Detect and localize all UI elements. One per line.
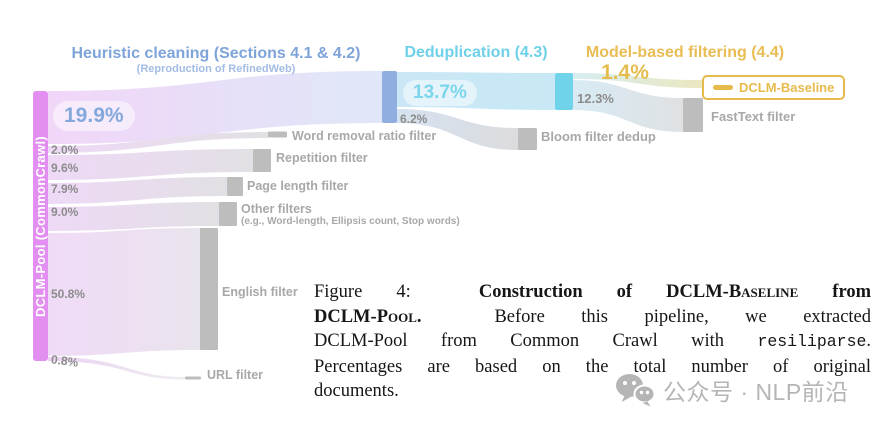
dclm-baseline-dash-icon: [713, 85, 733, 90]
node-word-removal: [268, 131, 287, 138]
section-header-dedup: Deduplication (4.3): [404, 44, 548, 61]
caption-segment: Pool: [376, 306, 417, 327]
pct-bloom: 6.2%: [400, 112, 428, 126]
caption-line: Percentages are based on the total numbe…: [314, 355, 871, 380]
flow-heuristic-pass: [48, 71, 382, 144]
wechat-icon: [616, 374, 655, 407]
caption-segment: Figure 4:: [314, 282, 479, 302]
dclm-baseline-label: DCLM-Baseline: [739, 80, 835, 95]
caption-segment: .: [866, 331, 871, 351]
filter-label-repetition: Repetition filter: [276, 151, 368, 165]
flow-english: [48, 228, 200, 356]
node-heuristic-out: [382, 71, 397, 123]
node-other-filters: [219, 202, 237, 226]
node-fasttext: [683, 98, 703, 132]
caption-segment: DCLM-Pool from Common Crawl with: [314, 331, 758, 351]
node-url: [185, 376, 201, 380]
filter-label-bloom: Bloom filter dedup: [541, 129, 656, 144]
node-english: [200, 228, 218, 350]
node-dedup-out: [555, 73, 573, 110]
caption-segment: Percentages are based on the total numbe…: [314, 356, 871, 377]
filter-label-fasttext: FastText filter: [711, 109, 796, 124]
watermark-text: 公众号 · NLP前沿: [663, 379, 849, 405]
flow-repetition: [48, 149, 253, 180]
flow-bloom: [397, 109, 518, 150]
pct-english: 50.8%: [51, 287, 86, 301]
caption-segment: from: [798, 282, 871, 302]
flow-final: [573, 73, 702, 88]
filter-label-other: Other filters: [241, 202, 312, 216]
flow-page-length: [48, 177, 227, 204]
caption-segment: Baseline: [728, 282, 799, 302]
filter-label-other-sub: (e.g., Word-length, Ellipsis count, Stop…: [241, 216, 460, 227]
flow-word-removal: [48, 132, 268, 153]
flow-other-filters: [48, 202, 219, 231]
flow-url: [48, 357, 185, 380]
dclm-pool-label: DCLM-Pool (CommonCrawl): [33, 91, 48, 361]
caption-segment: Construction of DCLM-: [478, 282, 729, 302]
pct-page-length: 7.9%: [51, 182, 79, 196]
pct-other-filters: 9.0%: [51, 205, 79, 219]
filter-label-word-removal: Word removal ratio filter: [292, 129, 437, 143]
figure-caption: Figure 4: Construction of DCLM-Baseline …: [314, 280, 871, 404]
node-bloom: [518, 128, 537, 150]
dclm-pool-label-text: DCLM-Pool (CommonCrawl): [33, 135, 48, 317]
flow-fasttext: [573, 80, 683, 132]
pct-final: 1.4%: [601, 61, 649, 84]
caption-segment: resiliparse: [757, 332, 867, 351]
filter-label-page-length: Page length filter: [247, 179, 349, 193]
caption-line: DCLM-Pool. Before this pipeline, we extr…: [314, 305, 871, 330]
pct-repetition: 9.6%: [51, 161, 79, 175]
section-header-heuristic: Heuristic cleaning (Sections 4.1 & 4.2): [71, 45, 361, 62]
dclm-baseline-box: DCLM-Baseline: [702, 75, 846, 100]
caption-segment: Before this pipeline, we extracted: [494, 306, 872, 327]
caption-segment: .: [416, 306, 495, 327]
pct-pass-heuristic: 19.9%: [53, 101, 135, 131]
node-page-length: [227, 177, 243, 196]
section-header-heuristic-sub: (Reproduction of RefinedWeb): [136, 63, 296, 75]
pct-fasttext: 12.3%: [577, 91, 614, 106]
node-repetition: [253, 149, 271, 172]
pct-word-removal: 2.0%: [51, 143, 79, 157]
caption-line: documents.: [314, 379, 871, 404]
pct-pass-dedup: 13.7%: [403, 80, 477, 106]
section-header-model: Model-based filtering (4.4): [585, 44, 785, 61]
caption-segment: DCLM-: [314, 306, 377, 327]
caption-line: DCLM-Pool from Common Crawl with resilip…: [314, 329, 871, 355]
watermark: 公众号 · NLP前沿: [615, 373, 849, 407]
node-dclm-pool: [33, 91, 48, 361]
caption-line: Figure 4: Construction of DCLM-Baseline …: [314, 280, 871, 305]
caption-segment: documents.: [314, 381, 399, 401]
filter-label-english: English filter: [222, 285, 298, 299]
filter-label-url: URL filter: [207, 368, 264, 382]
